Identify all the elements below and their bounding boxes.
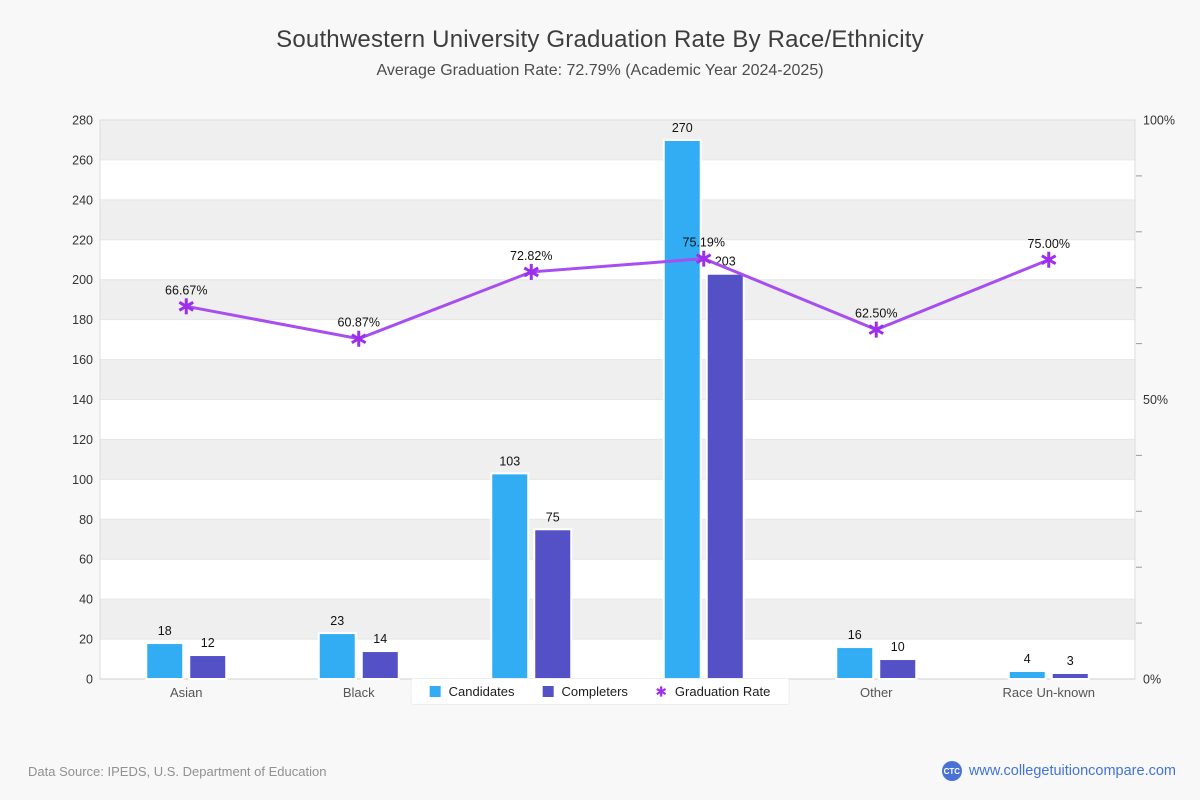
bar-value-label: 23 xyxy=(330,614,344,628)
brand-footer: CTC www.collegetuitioncompare.com xyxy=(941,761,1176,781)
graduation-rate-label: 75.19% xyxy=(683,236,725,250)
category-label-1: Asian xyxy=(170,685,203,700)
graduation-rate-label: 60.87% xyxy=(338,316,380,330)
bar-value-label: 14 xyxy=(373,632,387,646)
grid-band xyxy=(100,199,1135,240)
asterisk-arm xyxy=(178,301,194,312)
chart-legend: Candidates Completers Graduation Rate xyxy=(410,678,790,705)
category-label-5: Other xyxy=(860,685,893,700)
legend-item-completers[interactable]: Completers xyxy=(542,684,628,699)
bar-candidates-5 xyxy=(835,646,875,680)
grid-band xyxy=(100,399,1135,440)
grid-band xyxy=(100,519,1135,560)
bar-completers-3 xyxy=(533,528,573,681)
legend-label-candidates: Candidates xyxy=(448,684,515,699)
grid-band xyxy=(100,559,1135,600)
legend-item-graduation-rate[interactable]: Graduation Rate xyxy=(656,684,770,699)
graduation-rate-marker-3 xyxy=(523,263,539,280)
bar-value-label: 103 xyxy=(499,454,520,468)
left-axis-tick-label: 140 xyxy=(72,393,93,407)
bar-completers-6 xyxy=(1050,672,1090,681)
bar-candidates-6 xyxy=(1007,670,1047,680)
bar-candidates-2 xyxy=(317,632,357,681)
bar-completers-2 xyxy=(360,650,400,680)
graduation-rate-marker-5 xyxy=(868,321,884,338)
graduation-rate-line xyxy=(185,257,1050,341)
graduation-rate-marker-1 xyxy=(178,298,194,315)
asterisk-icon xyxy=(656,686,667,697)
graduation-rate-marker-2 xyxy=(351,330,367,347)
asterisk-arm xyxy=(1041,254,1057,266)
data-source-note: Data Source: IPEDS, U.S. Department of E… xyxy=(28,764,327,779)
bar-value-label: 75 xyxy=(546,510,560,524)
graduation-rate-label: 66.67% xyxy=(165,283,207,297)
legend-label-graduation-rate: Graduation Rate xyxy=(674,684,771,699)
legend-item-candidates[interactable]: Candidates xyxy=(429,684,515,699)
category-label-6: Race Un-known xyxy=(1003,685,1096,700)
bar-candidates-4 xyxy=(662,138,702,680)
left-axis-tick-label: 160 xyxy=(72,353,93,367)
bar-value-label: 270 xyxy=(672,121,693,135)
right-axis-tick-label: 50% xyxy=(1143,393,1168,407)
left-axis-tick-label: 180 xyxy=(72,313,93,327)
bar-value-label: 10 xyxy=(891,640,905,654)
grid-band xyxy=(100,120,1135,160)
left-axis-tick-label: 0 xyxy=(86,673,93,687)
left-axis-tick-label: 280 xyxy=(72,114,93,128)
candidates-swatch-icon xyxy=(429,686,441,697)
left-axis-tick-label: 220 xyxy=(72,233,93,247)
left-axis-tick-label: 200 xyxy=(72,273,93,287)
graduation-rate-marker-6 xyxy=(1041,251,1057,268)
left-axis-tick-label: 260 xyxy=(72,153,93,167)
bar-value-label: 3 xyxy=(1067,654,1074,668)
left-axis-tick-label: 40 xyxy=(79,593,93,607)
bar-value-label: 18 xyxy=(158,624,172,638)
asterisk-arm xyxy=(696,253,712,264)
right-axis-tick-label: 0% xyxy=(1143,673,1161,687)
grid-band xyxy=(100,319,1135,360)
bar-value-label: 16 xyxy=(848,628,862,642)
grid-band xyxy=(100,479,1135,520)
grid-band xyxy=(100,599,1135,640)
grid-band xyxy=(100,359,1135,400)
bar-completers-5 xyxy=(878,658,918,680)
left-axis-tick-label: 120 xyxy=(72,433,93,447)
ctc-logo-icon: CTC xyxy=(941,761,962,781)
left-axis-tick-label: 240 xyxy=(72,193,93,207)
left-axis-tick-label: 80 xyxy=(79,513,93,527)
asterisk-arm xyxy=(351,333,367,345)
chart-plot-area: 0 20 40 60 80 100 120 140 160 180 200 220 240 260 280 1… xyxy=(72,114,1175,701)
legend-label-completers: Completers xyxy=(561,684,628,699)
graduation-rate-label: 62.50% xyxy=(855,307,897,321)
chart-subtitle: Average Graduation Rate: 72.79% (Academi… xyxy=(376,62,824,79)
asterisk-glyph xyxy=(656,686,667,697)
bar-completers-1 xyxy=(188,654,228,680)
grid-band xyxy=(100,279,1135,320)
category-label-2: Black xyxy=(343,685,375,700)
graduation-rate-marker-4 xyxy=(696,250,712,267)
asterisk-arm xyxy=(656,688,667,695)
asterisk-arm xyxy=(523,266,539,278)
grid-band xyxy=(100,239,1135,280)
left-axis-tick-label: 60 xyxy=(79,553,93,567)
left-axis-tick-label: 100 xyxy=(72,473,93,487)
bar-candidates-1 xyxy=(145,642,185,680)
bar-candidates-3 xyxy=(490,472,530,680)
grid-band xyxy=(100,159,1135,200)
asterisk-arm xyxy=(868,324,884,335)
bar-completers-4 xyxy=(705,272,745,680)
bar-value-label: 4 xyxy=(1024,652,1031,666)
graduation-rate-label: 75.00% xyxy=(1028,237,1070,251)
graduation-rate-label: 72.82% xyxy=(510,249,552,263)
completers-swatch-icon xyxy=(542,686,554,697)
grid-band xyxy=(100,639,1135,679)
bar-value-label: 12 xyxy=(201,636,215,650)
chart-title: Southwestern University Graduation Rate … xyxy=(276,26,924,53)
grid-band xyxy=(100,439,1135,480)
website-link[interactable]: www.collegetuitioncompare.com xyxy=(968,763,1176,779)
left-axis-tick-label: 20 xyxy=(79,633,93,647)
right-axis-tick-label: 100% xyxy=(1143,114,1175,128)
